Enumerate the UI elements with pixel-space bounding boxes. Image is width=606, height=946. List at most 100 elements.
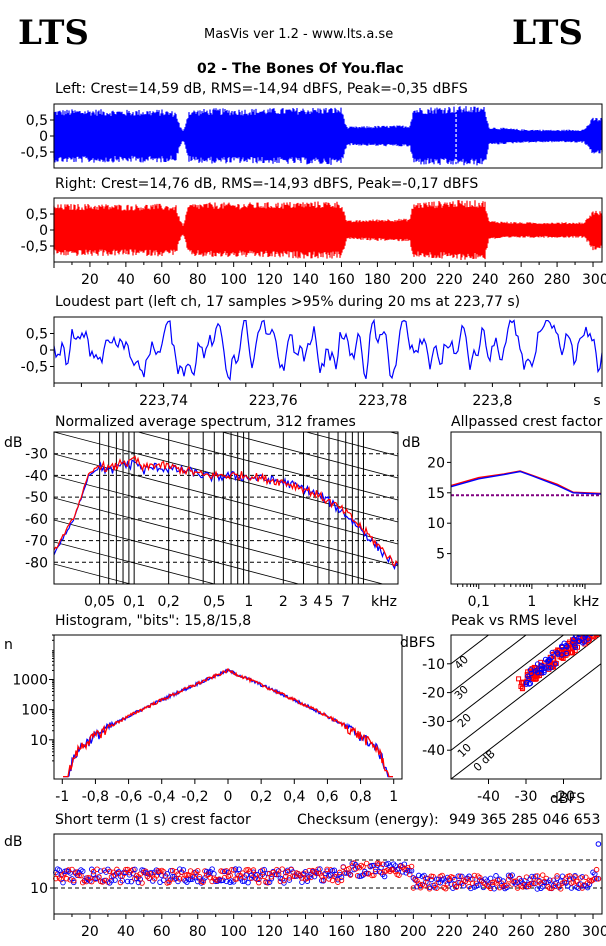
short-crest-point-left xyxy=(202,875,208,881)
short-crest-point-left xyxy=(180,867,187,873)
short-crest-xtick-label: 80 xyxy=(189,924,207,940)
spectrum-slope xyxy=(304,432,398,457)
histogram-xtick-label: 0,4 xyxy=(283,789,305,805)
peak-rms-point-left xyxy=(585,629,589,633)
short-crest-point-right xyxy=(554,873,560,879)
right-waveform-xtick-label: 240 xyxy=(472,272,499,288)
peak-rms-point-right xyxy=(593,635,599,636)
spectrum-right-curve xyxy=(54,455,398,567)
loudest-ytick-label: 0 xyxy=(39,343,48,359)
spectrum-ytick-label: -50 xyxy=(25,490,48,506)
peak-rms-point-left xyxy=(549,649,555,656)
short-crest-point-right xyxy=(76,872,82,879)
peak-rms-diagonal xyxy=(451,635,565,723)
peak-rms-point-left xyxy=(563,650,569,657)
peak-rms-diag-label: 30 xyxy=(452,683,471,702)
right-waveform-xtick-label: 100 xyxy=(220,272,247,288)
peak-rms-ytick-label: -10 xyxy=(422,657,445,673)
crest-ytick-label: 20 xyxy=(427,455,445,471)
histogram-xtick-label: 0,2 xyxy=(250,789,272,805)
histogram-ytick-label: 100 xyxy=(21,703,48,719)
peak-rms-point-left xyxy=(534,661,541,667)
short-crest-xtick-label: 280 xyxy=(544,924,571,940)
spectrum-xtick-label: 7 xyxy=(341,594,350,610)
short-crest-point-left xyxy=(539,883,546,890)
histogram-xtick-label: 0,6 xyxy=(316,789,338,805)
peak-rms-point-left xyxy=(575,638,582,645)
peak-rms-xlabel: dBFS xyxy=(550,791,586,807)
short-crest-point-right xyxy=(534,873,541,879)
peak-rms-point-left xyxy=(584,635,587,636)
spectrum-xtick-label: 0,2 xyxy=(158,594,180,610)
short-crest-point-right xyxy=(570,879,577,885)
peak-rms-point-left xyxy=(589,635,594,637)
right-waveform-xtick-label: 200 xyxy=(400,272,427,288)
short-crest-point-left xyxy=(460,882,467,889)
short-crest-point-right xyxy=(340,864,347,871)
peak-rms-ytick-label: -30 xyxy=(422,714,445,730)
peak-rms-point-left xyxy=(571,642,578,649)
short-crest-point-right xyxy=(426,886,433,892)
short-crest-point-left xyxy=(568,885,575,891)
short-crest-point-left xyxy=(232,866,239,872)
peak-rms-ytick-label: -40 xyxy=(422,743,445,759)
short-crest-point-left xyxy=(103,869,109,875)
peak-rms-title: Peak vs RMS level xyxy=(451,613,578,629)
peak-rms-point-right xyxy=(591,626,595,630)
spectrum-xtick-label: 0,05 xyxy=(84,594,115,610)
crest-xunit-label: kHz xyxy=(573,594,599,610)
short-crest-point-right xyxy=(308,874,314,881)
short-crest-point-left xyxy=(302,868,309,875)
peak-rms-point-right xyxy=(587,629,591,633)
short-crest-point-left xyxy=(261,866,267,873)
peak-rms-point-right xyxy=(594,630,598,634)
crest-ylabel: dB xyxy=(402,435,421,451)
right-waveform-xtick-label: 40 xyxy=(117,272,135,288)
spectrum-grid xyxy=(54,432,398,584)
short-crest-point-right xyxy=(168,876,174,883)
short-crest-point-left xyxy=(579,874,585,880)
left-waveform-ytick-label: 0 xyxy=(39,129,48,145)
spectrum-slope xyxy=(54,497,385,584)
short-crest-frame xyxy=(53,833,603,915)
right-waveform-xtick-label: 120 xyxy=(256,272,283,288)
peak-rms-point-left xyxy=(599,626,603,630)
short-crest-point-left xyxy=(414,883,420,890)
peak-rms-point-left xyxy=(585,625,589,629)
short-crest-point-right xyxy=(593,866,600,873)
spectrum-xtick-label: 1 xyxy=(244,594,253,610)
peak-rms-frame xyxy=(450,634,602,780)
short-crest-point-right xyxy=(256,879,262,886)
short-crest-point-left xyxy=(171,873,178,880)
peak-rms-point-right xyxy=(589,635,595,640)
short-crest-point-left xyxy=(338,874,345,880)
short-crest-point-right xyxy=(433,885,440,891)
crest-ytick-label: 5 xyxy=(436,547,445,563)
short-crest-point-right xyxy=(220,868,226,875)
right-waveform-xtick-label: 220 xyxy=(436,272,463,288)
short-crest-point-left xyxy=(281,880,287,886)
short-crest-point-right xyxy=(552,883,559,890)
short-crest-point-right xyxy=(333,874,339,880)
peak-rms-point-left xyxy=(527,680,534,687)
short-crest-point-right xyxy=(336,869,343,876)
short-crest-point-left xyxy=(595,841,602,847)
short-crest-point-left xyxy=(304,878,311,884)
crest-ytick-label: 15 xyxy=(427,486,445,502)
histogram-left-curve xyxy=(63,668,393,778)
peak-rms-diag-label: 20 xyxy=(455,711,474,730)
short-crest-point-right xyxy=(423,875,429,882)
histogram-xtick-label: 0,8 xyxy=(349,789,371,805)
peak-rms-point-right xyxy=(559,655,565,661)
loudest-ytick-label: -0,5 xyxy=(21,360,48,376)
loudest-ytick-label: 0,5 xyxy=(26,327,48,343)
spectrum-frame xyxy=(53,431,399,585)
short-crest-point-right xyxy=(324,866,330,873)
short-crest-xtick-label: 260 xyxy=(508,924,535,940)
short-crest-xtick-label: 140 xyxy=(292,924,319,940)
short-crest-point-right xyxy=(539,872,546,878)
short-crest-point-right xyxy=(566,873,573,879)
peak-rms-diag-label: 10 xyxy=(455,741,474,760)
peak-rms-point-right xyxy=(595,620,599,624)
histogram-xtick-label: -0,6 xyxy=(115,789,142,805)
